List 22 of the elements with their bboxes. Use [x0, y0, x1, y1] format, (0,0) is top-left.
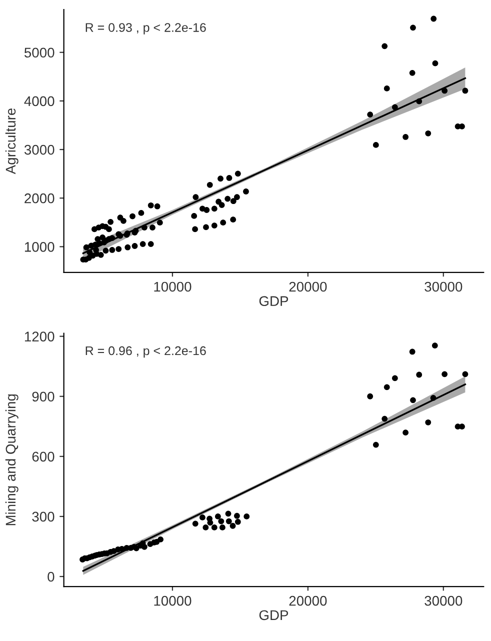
y-tick-label: 5000 — [24, 48, 54, 58]
y-tick-label: 2000 — [24, 193, 54, 204]
y-tick-label: 4000 — [24, 96, 54, 106]
annotation: R = 0.93 , p < 2.2e-16 — [86, 23, 206, 34]
y-tick-label: 0 — [48, 572, 54, 582]
x-axis-title: GDP — [259, 296, 288, 306]
y-tick-label: 600 — [32, 452, 54, 462]
annotation: R = 0.96 , p < 2.2e-16 — [86, 346, 206, 358]
y-tick-label: 300 — [32, 512, 54, 522]
y-axis-title: Mining and Quarrying — [5, 394, 18, 526]
y-tick-label: 3000 — [24, 144, 54, 155]
x-tick-label: 10000 — [154, 596, 192, 606]
x-tick-label: 30000 — [424, 282, 462, 292]
x-axis-title: GDP — [259, 610, 288, 620]
x-tick-label: 30000 — [424, 596, 462, 606]
y-axis-title: Agriculture — [5, 108, 18, 174]
y-tick-label: 1200 — [24, 332, 54, 342]
x-tick-label: 20000 — [289, 282, 327, 292]
y-tick-label: 900 — [32, 392, 54, 402]
x-tick-label: 20000 — [289, 596, 327, 606]
y-tick-label: 1000 — [24, 242, 54, 252]
x-tick-label: 10000 — [154, 282, 192, 292]
